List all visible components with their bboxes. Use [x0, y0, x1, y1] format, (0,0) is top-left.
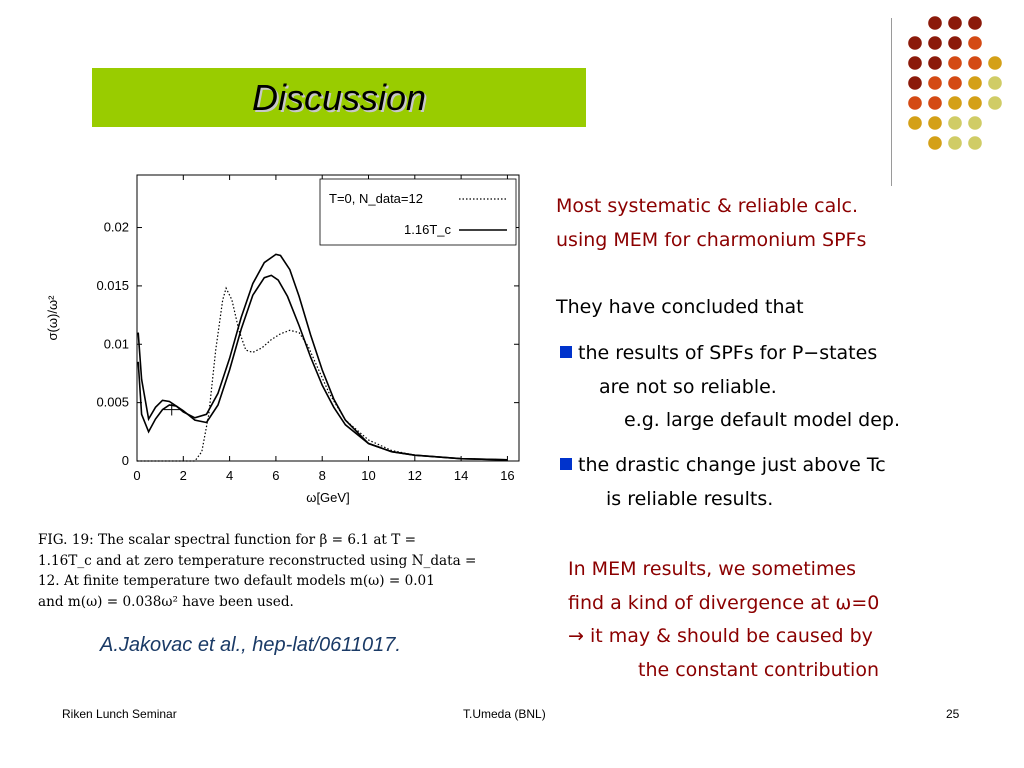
series-line-tc [137, 253, 508, 461]
caption-line: 12. At finite temperature two default mo… [38, 573, 435, 589]
text-line: is reliable results. [606, 487, 774, 510]
decorative-dot [968, 116, 982, 130]
x-tick-label: 16 [500, 468, 514, 483]
x-tick-label: 2 [180, 468, 187, 483]
title-bar: Discussion [92, 68, 586, 127]
text-line: the results of SPFs for P−states [578, 342, 878, 364]
caption-line: FIG. 19: The scalar spectral function fo… [38, 532, 416, 548]
decorative-dot [988, 56, 1002, 70]
bullet-item: the drastic change just above Tc is reli… [560, 449, 886, 516]
bullet-item: the results of SPFs for P−states are not… [560, 337, 900, 438]
slide-title: Discussion [251, 76, 427, 118]
decorative-dot [928, 76, 942, 90]
decorative-dot [948, 36, 962, 50]
decorative-dot [928, 16, 942, 30]
decorative-dot-grid [908, 16, 1002, 150]
decorative-dot [948, 136, 962, 150]
text-line: the constant contribution [638, 658, 880, 681]
summary-paragraph: Most systematic & reliable calc. using M… [556, 190, 866, 257]
x-tick-label: 6 [272, 468, 279, 483]
series-line-tc [137, 274, 508, 461]
x-axis-label: ω[GeV] [306, 490, 349, 505]
text-line: find a kind of divergence at ω=0 [568, 591, 880, 614]
caption-line: and m(ω) = 0.038ω² have been used. [38, 593, 294, 610]
decorative-dot [968, 96, 982, 110]
decorative-dot [948, 96, 962, 110]
text-line: → it may & should be caused by [568, 625, 873, 647]
decorative-dot [968, 56, 982, 70]
y-axis-label: σ(ω)/ω² [45, 295, 60, 341]
decorative-dot [948, 76, 962, 90]
x-tick-label: 8 [319, 468, 326, 483]
y-tick-label: 0.015 [96, 278, 129, 293]
footer-center: T.Umeda (BNL) [463, 707, 546, 721]
legend-label-tc: 1.16T_c [404, 222, 451, 237]
square-bullet-icon [560, 346, 572, 358]
text-line: e.g. large default model dep. [624, 409, 901, 431]
decorative-dot [988, 76, 1002, 90]
text-line: the drastic change just above Tc [578, 454, 886, 476]
decorative-dot [928, 36, 942, 50]
y-tick-label: 0.01 [104, 336, 129, 351]
decorative-dot [968, 136, 982, 150]
decorative-dot [908, 56, 922, 70]
x-tick-label: 14 [454, 468, 468, 483]
x-tick-label: 4 [226, 468, 233, 483]
decorative-dot [928, 96, 942, 110]
decorative-dot [928, 56, 942, 70]
decorative-dot [908, 116, 922, 130]
y-tick-label: 0.005 [96, 395, 129, 410]
mem-divergence-paragraph: In MEM results, we sometimes find a kind… [568, 553, 879, 687]
decorative-dot [948, 116, 962, 130]
footer-left: Riken Lunch Seminar [62, 707, 177, 721]
caption-line: 1.16T_c and at zero temperature reconstr… [38, 552, 477, 569]
x-tick-label: 0 [133, 468, 140, 483]
y-tick-label: 0.02 [104, 220, 129, 235]
series-line-t0 [137, 286, 508, 462]
decorative-dot [948, 16, 962, 30]
reference-citation: A.Jakovac et al., hep-lat/0611017. [100, 634, 401, 656]
decorative-dot [968, 76, 982, 90]
conclusion-intro: They have concluded that [556, 296, 804, 318]
square-bullet-icon [560, 458, 572, 470]
decorative-dot [968, 36, 982, 50]
decorative-dot [988, 96, 1002, 110]
x-tick-label: 12 [408, 468, 422, 483]
spectral-function-chart: 0 2 4 6 8 10 12 14 16 0 0.005 0.01 0.015 0.02 ω[GeV] σ(… [45, 174, 520, 505]
decorative-dot [928, 136, 942, 150]
decorative-dot [928, 116, 942, 130]
figure-caption: FIG. 19: The scalar spectral function fo… [38, 530, 540, 612]
decorative-dot [968, 16, 982, 30]
decorative-dot [908, 76, 922, 90]
text-line: Most systematic & reliable calc. [556, 195, 859, 217]
legend-box [319, 178, 517, 246]
x-tick-label: 10 [361, 468, 375, 483]
page-number: 25 [946, 707, 960, 721]
decorative-dot [908, 96, 922, 110]
text-line: using MEM for charmonium SPFs [556, 228, 867, 251]
text-line: are not so reliable. [599, 375, 777, 398]
text-line: In MEM results, we sometimes [568, 558, 857, 580]
plot-frame [136, 174, 520, 462]
decorative-dot [948, 56, 962, 70]
y-tick-label: 0 [122, 453, 129, 468]
decorative-divider [891, 18, 892, 186]
legend-label-t0: T=0, N_data=12 [329, 191, 423, 206]
decorative-dot [908, 36, 922, 50]
